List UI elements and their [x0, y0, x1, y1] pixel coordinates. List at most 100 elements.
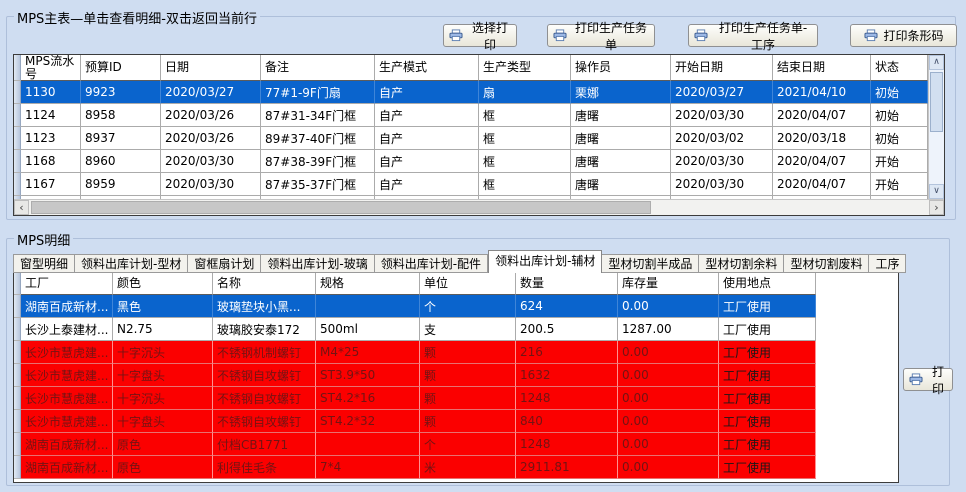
column-header[interactable]: 使用地点 [719, 273, 816, 295]
mps-detail-table: 工厂 颜色 名称 规格 单位 数量 库存量 使用地点 湖南百成新材... 黑色 玻璃垫块小黑... 个… [13, 272, 899, 483]
print-barcode-button[interactable]: 打印条形码 [850, 24, 957, 47]
table-cell: 2020/03/30 [161, 173, 261, 196]
row-header-strip [14, 318, 21, 341]
print-task-button[interactable]: 打印生产任务单 [547, 21, 655, 52]
horizontal-scroll-thumb[interactable] [31, 201, 651, 214]
column-header[interactable]: 单位 [420, 273, 516, 295]
tab-7[interactable]: 型材切割半成品 [602, 254, 700, 273]
tab-10[interactable]: 工序 [869, 254, 907, 273]
table-row[interactable]: 长沙市慧虎建... 十字沉头 不锈钢机制螺钉 M4*25 颗 216 0.00 工厂使用 [14, 341, 898, 364]
table-cell: 唐曙 [571, 104, 671, 127]
table-row[interactable]: 1130 9923 2020/03/27 77#1-9F门扇 自产扇栗娜 2020/03/… [14, 81, 928, 104]
scroll-up-icon[interactable]: ∧ [929, 55, 944, 70]
table-cell: 自产 [375, 127, 479, 150]
master-horizontal-scrollbar[interactable]: ‹ › [14, 199, 944, 215]
table-cell: 87#31-34F门框 [261, 104, 375, 127]
table-cell: 唐曙 [571, 150, 671, 173]
table-header-row: MPS流水号 预算ID 日期 备注 生产模式 生产类型 操作员 开始日期 结束日期 状态 [14, 55, 928, 81]
tab-8[interactable]: 型材切割余料 [699, 254, 785, 273]
column-header[interactable]: 颜色 [113, 273, 213, 295]
table-cell: 2020/03/30 [161, 150, 261, 173]
column-header[interactable]: 预算ID [81, 55, 161, 81]
row-header-strip [14, 456, 21, 479]
table-cell: 不锈钢自攻螺钉 [213, 410, 316, 433]
mps-detail-groupbox [6, 238, 950, 486]
table-cell: 0.00 [618, 433, 719, 456]
tab-1[interactable]: 窗型明细 [13, 254, 76, 273]
table-cell: 工厂使用 [719, 341, 816, 364]
row-header-strip [14, 295, 21, 318]
tab-5[interactable]: 领料出库计划-配件 [374, 254, 489, 273]
column-header[interactable]: 规格 [316, 273, 420, 295]
table-cell: 2020/03/27 [671, 81, 773, 104]
table-cell: 湖南百成新材... [21, 456, 113, 479]
table-cell [316, 295, 420, 318]
table-cell: 8959 [81, 173, 161, 196]
scroll-right-icon[interactable]: › [929, 200, 944, 215]
table-cell: 1123 [21, 127, 81, 150]
table-cell: 2020/03/18 [773, 127, 871, 150]
column-header[interactable]: 开始日期 [671, 55, 773, 81]
button-label: 打印生产任务单 [574, 20, 647, 52]
table-cell: 624 [516, 295, 618, 318]
button-label: 打印条形码 [883, 29, 944, 43]
table-row[interactable]: 湖南百成新材... 原色 付档CB1771 个 1248 0.00 工厂使用 [14, 433, 898, 456]
scroll-down-icon[interactable]: ∨ [929, 184, 944, 199]
table-cell: 2020/04/07 [773, 173, 871, 196]
column-header[interactable]: MPS流水号 [21, 55, 81, 81]
table-cell: 不锈钢自攻螺钉 [213, 364, 316, 387]
table-cell: 米 [420, 456, 516, 479]
column-header[interactable]: 生产类型 [479, 55, 571, 81]
table-cell: 工厂使用 [719, 387, 816, 410]
row-header-strip [14, 410, 21, 433]
table-row[interactable]: 湖南百成新材... 黑色 玻璃垫块小黑... 个 624 0.00 工厂使用 [14, 295, 898, 318]
row-header-strip [14, 387, 21, 410]
table-row[interactable]: 1167 8959 2020/03/30 87#35-37F门框 自产框唐曙 2020/0… [14, 173, 928, 196]
table-row[interactable]: 1123 8937 2020/03/26 89#37-40F门框 自产框唐曙 2020/0… [14, 127, 928, 150]
table-row[interactable]: 1168 8960 2020/03/30 87#38-39F门框 自产框唐曙 2020/0… [14, 150, 928, 173]
table-cell: 颗 [420, 364, 516, 387]
column-header[interactable]: 状态 [871, 55, 928, 81]
column-header[interactable]: 名称 [213, 273, 316, 295]
table-row[interactable]: 湖南百成新材... 原色 利得佳毛条 7*4 米 2911.81 0.00 工厂使用 [14, 456, 898, 479]
column-header[interactable]: 库存量 [618, 273, 719, 295]
detail-print-button[interactable]: 打印 [903, 365, 953, 396]
row-header-strip [14, 127, 21, 150]
master-panel-title: MPS主表—单击查看明细-双击返回当前行 [14, 8, 260, 27]
table-row[interactable]: 长沙市慧虎建... 十字盘头 不锈钢自攻螺钉 ST3.9*50 颗 1632 0.00 工厂使… [14, 364, 898, 387]
column-header[interactable]: 工厂 [21, 273, 113, 295]
column-header[interactable]: 备注 [261, 55, 375, 81]
table-cell [316, 433, 420, 456]
table-cell: 原色 [113, 433, 213, 456]
table-cell: 0.00 [618, 341, 719, 364]
scroll-left-icon[interactable]: ‹ [14, 200, 29, 215]
table-row[interactable]: 1124 8958 2020/03/26 87#31-34F门框 自产框唐曙 2020/0… [14, 104, 928, 127]
printer-icon [448, 29, 464, 42]
printer-icon [863, 29, 879, 42]
row-header-strip [14, 433, 21, 456]
table-row-partial[interactable] [14, 196, 928, 199]
tab-6[interactable]: 领料出库计划-辅材 [488, 250, 603, 273]
table-cell: 1167 [21, 173, 81, 196]
table-cell [571, 196, 671, 199]
select-print-button[interactable]: 选择打印 [443, 21, 517, 52]
detail-tab-strip: 窗型明细 领料出库计划-型材 窗框扇计划 领料出库计划-玻璃 领料出库计划-配件 领料出库… [13, 250, 907, 273]
column-header[interactable]: 结束日期 [773, 55, 871, 81]
tab-2[interactable]: 领料出库计划-型材 [75, 254, 189, 273]
row-header-strip [14, 341, 21, 364]
table-row[interactable]: 长沙市慧虎建... 十字沉头 不锈钢自攻螺钉 ST4.2*16 颗 1248 0.00 工厂使… [14, 387, 898, 410]
column-header[interactable]: 生产模式 [375, 55, 479, 81]
vertical-scroll-thumb[interactable] [930, 72, 943, 132]
table-cell: 工厂使用 [719, 456, 816, 479]
tab-4[interactable]: 领料出库计划-玻璃 [261, 254, 375, 273]
column-header[interactable]: 日期 [161, 55, 261, 81]
column-header[interactable]: 操作员 [571, 55, 671, 81]
table-row[interactable]: 长沙市慧虎建... 十字盘头 不锈钢自攻螺钉 ST4.2*32 颗 840 0.00 工厂使用 [14, 410, 898, 433]
table-cell: 自产 [375, 104, 479, 127]
master-vertical-scrollbar[interactable]: ∧ ∨ [928, 55, 944, 199]
tab-9[interactable]: 型材切割废料 [784, 254, 870, 273]
tab-3[interactable]: 窗框扇计划 [188, 254, 262, 273]
column-header[interactable]: 数量 [516, 273, 618, 295]
table-row[interactable]: 长沙上泰建材... N2.75 玻璃胶安泰172 500ml 支 200.5 1287.00… [14, 318, 898, 341]
print-task-process-button[interactable]: 打印生产任务单-工序 [688, 21, 818, 52]
